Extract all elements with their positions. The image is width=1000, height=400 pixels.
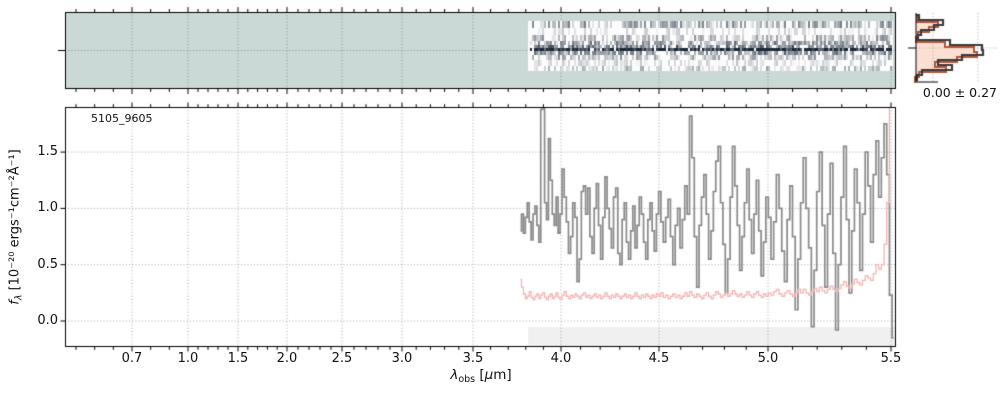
lambda-symbol: λ	[450, 367, 459, 383]
x-axis-label: λobs [μm]	[450, 367, 511, 385]
flux-symbol: f	[7, 300, 23, 305]
x-tick-label: 2.0	[276, 351, 298, 366]
x-tick-label: 4.5	[648, 351, 670, 366]
x-tick-label: 1.0	[177, 351, 199, 366]
x-tick-label: 5.0	[757, 351, 779, 366]
x-label-subscript: obs	[458, 374, 476, 385]
mu-symbol: μ	[484, 367, 494, 383]
object-id-label: 5105_9605	[91, 112, 153, 125]
y-tick-label: 0.0	[37, 313, 58, 329]
y-label-units: [10⁻²⁰ ergs⁻¹cm⁻²Å⁻¹]	[7, 149, 23, 295]
x-tick-label: 4.0	[550, 351, 572, 366]
x-tick-label: 1.5	[227, 351, 249, 366]
y-tick-label: 0.5	[37, 256, 58, 272]
y-tick-label: 1.5	[37, 144, 58, 160]
y-label-subscript: λ	[13, 294, 25, 301]
x-tick-label: 3.0	[391, 351, 413, 366]
y-tick-label: 1.0	[37, 200, 58, 216]
x-tick-label: 0.7	[121, 351, 143, 366]
x-label-bracket: [	[475, 367, 485, 383]
x-tick-label: 5.5	[880, 351, 902, 366]
x-tick-label: 3.5	[462, 351, 484, 366]
y-axis-label: fλ [10⁻²⁰ ergs⁻¹cm⁻²Å⁻¹]	[8, 149, 25, 305]
x-tick-label: 2.5	[331, 351, 353, 366]
profile-stats-label: 0.00 ± 0.27	[922, 85, 997, 100]
x-label-unit: m]	[493, 367, 512, 383]
